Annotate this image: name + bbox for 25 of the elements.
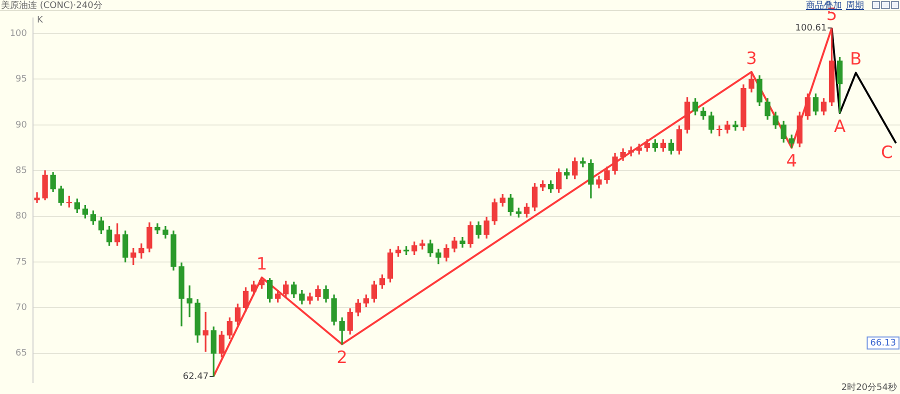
annotation: 1 <box>256 254 268 274</box>
candlestick <box>628 146 634 156</box>
annotation: 3 <box>746 48 757 69</box>
candlestick <box>34 192 40 203</box>
annotation: C <box>881 143 893 164</box>
chart-title: 美原油连 (CONC)·240分 <box>1 0 102 12</box>
y-tick-label: 100 <box>10 28 28 39</box>
y-tick-label: 80 <box>16 212 28 222</box>
y-tick-label: 85 <box>16 166 27 176</box>
annotation: A <box>834 116 846 137</box>
text: 周期 <box>846 0 864 12</box>
annotation: 66.13 <box>870 338 896 348</box>
annotation: 2 <box>336 348 348 368</box>
annotation: K <box>37 15 44 26</box>
annotation: 62.47 <box>182 372 209 382</box>
annotation: 100.61 <box>795 23 827 34</box>
text: 2时20分54秒 <box>841 382 897 394</box>
candlestick <box>186 285 192 318</box>
y-tick-label: 90 <box>16 120 28 130</box>
annotation: 4 <box>786 152 798 172</box>
annotation: B <box>850 50 862 70</box>
y-tick-label: 70 <box>16 303 28 314</box>
y-tick-label: 95 <box>16 74 27 85</box>
y-tick-label: 75 <box>16 257 27 268</box>
y-tick-label: 65 <box>16 348 27 359</box>
